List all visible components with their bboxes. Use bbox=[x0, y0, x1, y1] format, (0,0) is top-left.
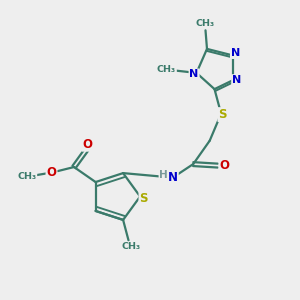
Text: N: N bbox=[232, 75, 241, 85]
Text: O: O bbox=[82, 138, 92, 151]
Text: N: N bbox=[190, 69, 199, 80]
Text: S: S bbox=[140, 191, 148, 205]
Text: H: H bbox=[159, 169, 168, 180]
Text: O: O bbox=[219, 159, 230, 172]
Text: S: S bbox=[218, 108, 227, 121]
Text: CH₃: CH₃ bbox=[121, 242, 140, 251]
Text: N: N bbox=[168, 171, 178, 184]
Text: O: O bbox=[46, 166, 56, 179]
Text: CH₃: CH₃ bbox=[196, 19, 215, 28]
Text: N: N bbox=[231, 48, 240, 58]
Text: CH₃: CH₃ bbox=[157, 64, 176, 74]
Text: CH₃: CH₃ bbox=[17, 172, 37, 182]
